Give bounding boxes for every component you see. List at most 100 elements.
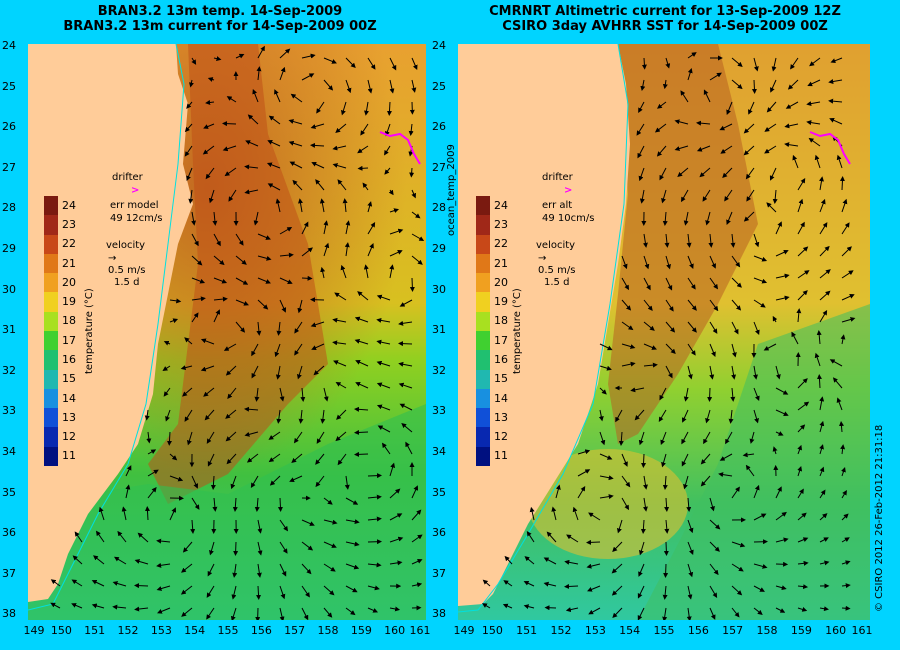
current-vector <box>323 585 335 596</box>
longitude-tick-label: 158 <box>756 624 778 637</box>
current-vector <box>310 321 325 328</box>
current-vector <box>599 453 613 460</box>
current-vector <box>257 233 271 240</box>
current-vector <box>746 189 755 202</box>
current-vector <box>345 563 360 570</box>
current-vector <box>376 294 391 301</box>
current-vector <box>50 579 61 587</box>
current-vector <box>121 506 127 521</box>
current-vector <box>797 378 808 389</box>
right-legend-speed: 0.5 m/s <box>538 265 576 276</box>
current-vector <box>731 343 737 358</box>
latitude-tick-label: 36 <box>2 526 16 540</box>
current-vector <box>323 563 336 572</box>
current-vector <box>814 154 821 169</box>
current-vector <box>367 562 382 568</box>
current-vector <box>753 57 759 72</box>
current-vector <box>662 79 668 90</box>
current-vector <box>405 441 413 455</box>
current-vector <box>599 365 612 371</box>
current-vector <box>630 387 645 393</box>
current-vector <box>225 365 237 376</box>
current-vector <box>769 167 777 181</box>
current-vector <box>642 233 648 248</box>
current-vector <box>316 101 325 114</box>
current-vector <box>662 607 668 620</box>
colorbar-tick-label: 11 <box>494 449 508 463</box>
current-vector <box>654 123 667 133</box>
current-vector <box>223 343 237 351</box>
current-vector <box>665 255 671 270</box>
current-vector <box>748 101 755 115</box>
current-vector <box>335 382 347 389</box>
current-vector <box>298 409 304 424</box>
colorbar-tick-label: 15 <box>494 372 508 386</box>
current-vector <box>819 489 826 499</box>
latitude-tick-label: 30 <box>432 282 446 296</box>
current-vector <box>386 101 392 116</box>
current-vector <box>191 277 206 284</box>
current-vector <box>665 365 673 379</box>
current-vector <box>599 343 613 351</box>
current-vector <box>182 541 193 553</box>
current-vector <box>819 560 830 566</box>
longitude-axis-right: 149 150 151 152 153 154 155 156 157 158 159 160 161 <box>454 624 873 644</box>
current-vector <box>709 277 719 290</box>
current-vector <box>792 154 799 169</box>
current-vector <box>224 167 237 177</box>
current-vector <box>355 382 369 389</box>
current-vector <box>334 292 347 301</box>
current-vector <box>301 585 310 598</box>
current-vector <box>700 475 711 487</box>
current-vector <box>279 252 294 258</box>
current-vector <box>775 249 789 257</box>
current-vector <box>91 580 105 587</box>
current-vector <box>643 277 651 291</box>
colorbar-tick-label: 22 <box>62 237 76 251</box>
current-vector <box>775 365 781 380</box>
current-vector <box>411 534 423 543</box>
current-vector <box>612 607 623 619</box>
current-vector <box>618 431 624 446</box>
latitude-tick-label: 26 <box>432 120 446 134</box>
current-vector <box>213 233 221 247</box>
current-vector <box>246 453 259 463</box>
current-vector <box>709 365 715 380</box>
right-drifter-icon: > <box>564 185 573 196</box>
current-vector <box>93 555 105 565</box>
left-colorbar-title: temperature (°C) <box>84 288 95 374</box>
current-vector <box>332 145 347 151</box>
current-vector <box>784 123 799 129</box>
current-vector <box>829 118 843 125</box>
current-vector <box>703 89 711 103</box>
current-vector <box>731 486 740 499</box>
current-vector <box>577 469 591 477</box>
current-vector <box>816 374 822 389</box>
latitude-tick-label: 33 <box>432 404 446 418</box>
current-vector <box>213 255 225 266</box>
current-vector <box>731 79 743 90</box>
current-vector <box>72 555 83 565</box>
colorbar-tick-label: 13 <box>494 410 508 424</box>
current-vector <box>687 541 694 556</box>
current-vector <box>775 273 790 279</box>
current-vector <box>751 79 757 94</box>
current-vector <box>841 270 854 279</box>
current-vector <box>388 189 394 196</box>
left-colorbar <box>44 196 58 467</box>
current-vector <box>681 453 689 467</box>
current-vector <box>816 330 822 345</box>
current-vector <box>753 387 760 402</box>
current-vector <box>841 294 855 301</box>
right-legend-err-value: 49 10cm/s <box>542 213 595 224</box>
current-vector <box>696 120 711 126</box>
current-vector <box>213 296 228 302</box>
current-vector <box>340 101 347 116</box>
longitude-tick-label: 160 <box>825 624 847 637</box>
latitude-tick-label: 37 <box>2 566 16 580</box>
current-vector <box>726 211 733 225</box>
current-vector <box>638 541 645 556</box>
current-vector <box>663 541 669 556</box>
current-vector <box>806 120 821 126</box>
current-vector <box>775 585 787 591</box>
